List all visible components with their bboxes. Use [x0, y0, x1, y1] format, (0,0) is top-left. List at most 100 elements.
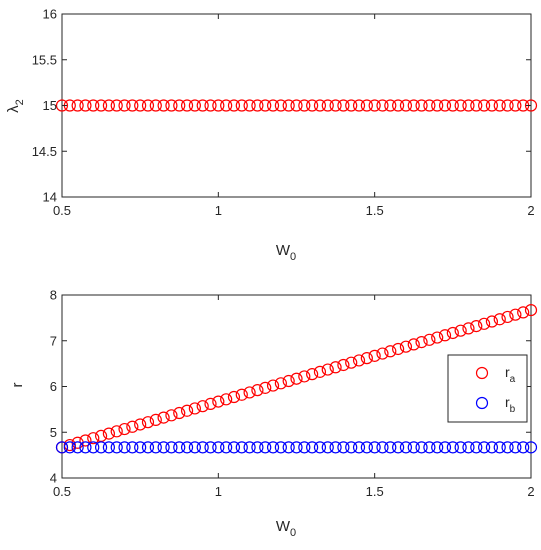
- series-1-point: [392, 441, 405, 454]
- series-0-point: [454, 99, 467, 112]
- y-tick-label: 15.5: [32, 52, 57, 67]
- series-1-point: [87, 441, 100, 454]
- series-1-point: [79, 441, 92, 454]
- series-0-point: [501, 99, 514, 112]
- series-0-point: [259, 381, 272, 394]
- series-1-point: [157, 441, 170, 454]
- series-0-point: [157, 411, 170, 424]
- series-0-point: [360, 352, 373, 365]
- series-0-point: [392, 342, 405, 356]
- y-tick-label: 7: [50, 333, 57, 348]
- series-0-point: [102, 99, 116, 112]
- series-0-point: [290, 99, 303, 112]
- series-1-point: [141, 441, 155, 454]
- series-0-point: [55, 99, 69, 112]
- top-plot-panel: 0.5 1 1.5 2 14 14.5 15 15.5 16 W0 λ2: [5, 7, 538, 263]
- series-0-point: [509, 308, 522, 321]
- series-0-point: [399, 340, 413, 353]
- series-0-point: [173, 406, 186, 420]
- series-1-point: [368, 441, 381, 454]
- series-1-point: [509, 441, 522, 454]
- x-tick-label: 1: [215, 203, 222, 218]
- series-1-point: [399, 441, 413, 454]
- series-0-point: [126, 420, 139, 433]
- series-0-point: [180, 99, 194, 112]
- series-1-point: [415, 441, 428, 454]
- series-0-point: [204, 397, 217, 410]
- y-tick-label: 16: [43, 7, 57, 22]
- series-0-point: [423, 99, 436, 112]
- series-1-point: [94, 441, 108, 454]
- legend: ra rb: [447, 354, 528, 423]
- series-0-point: [368, 349, 381, 362]
- series-0-point: [71, 99, 84, 112]
- series-0-point: [259, 99, 272, 112]
- series-0-point: [134, 418, 147, 431]
- series-0-point: [196, 99, 209, 112]
- series-0-point: [274, 99, 287, 112]
- x-tick-label: 0.5: [53, 484, 71, 499]
- series-0-point: [524, 99, 538, 112]
- legend-label-rb: rb: [505, 394, 516, 415]
- series-1-point: [290, 441, 303, 454]
- series-1-point: [298, 441, 311, 454]
- series-0-point: [282, 99, 295, 112]
- series-0-point: [360, 99, 373, 112]
- series-0-point: [329, 99, 342, 112]
- series-0-point: [180, 404, 194, 417]
- series-0-point: [368, 99, 381, 112]
- series-0-point: [415, 336, 428, 349]
- series-0-point: [462, 322, 475, 335]
- series-0-point: [306, 99, 319, 112]
- series-0-point: [446, 326, 459, 340]
- series-0-point: [102, 427, 116, 440]
- series-1-point: [454, 441, 467, 454]
- series-0-point: [165, 409, 178, 422]
- series-0-point: [266, 99, 280, 112]
- legend-box: [447, 354, 528, 423]
- series-0-point: [243, 386, 256, 399]
- series-1-point: [384, 441, 397, 454]
- top-plot-frame: [61, 13, 532, 198]
- series-0-point: [493, 313, 506, 326]
- series-0-point: [298, 370, 311, 383]
- series-0-point: [407, 338, 420, 351]
- series-0-point: [266, 379, 280, 392]
- series-1-point: [337, 441, 350, 454]
- series-0-point: [87, 432, 100, 445]
- y-tick-label: 14: [43, 190, 57, 205]
- series-1-point: [313, 441, 327, 454]
- series-0-point: [384, 99, 397, 112]
- series-0-point: [212, 99, 225, 112]
- series-0-point: [227, 390, 241, 404]
- legend-marker-ra: [475, 366, 489, 380]
- series-0-point: [118, 99, 131, 112]
- series-0-point: [493, 99, 506, 112]
- y-tick-label: 5: [50, 425, 57, 440]
- series-1-point: [438, 441, 452, 454]
- bottom-y-axis-label: r: [9, 383, 26, 388]
- series-0-point: [321, 99, 334, 112]
- series-0-point: [196, 400, 209, 413]
- series-0-point: [220, 393, 233, 406]
- series-0-point: [313, 365, 327, 378]
- series-1-point: [235, 441, 248, 454]
- bottom-plot-markers: [55, 303, 538, 454]
- series-0-point: [243, 99, 256, 112]
- series-1-point: [149, 441, 162, 454]
- series-1-point: [462, 441, 475, 454]
- series-0-point: [345, 356, 358, 369]
- x-tick-label: 1.5: [366, 203, 384, 218]
- y-tick-label: 8: [50, 288, 57, 303]
- bottom-x-ticks: 0.5 1 1.5 2: [53, 295, 535, 499]
- series-0-point: [384, 345, 397, 358]
- series-0-point: [118, 422, 131, 436]
- series-1-point: [251, 441, 264, 454]
- y-tick-label: 6: [50, 379, 57, 394]
- series-0-point: [157, 99, 170, 112]
- series-0-point: [517, 306, 530, 319]
- series-0-point: [235, 388, 248, 401]
- series-0-point: [376, 347, 389, 360]
- series-0-point: [478, 99, 491, 112]
- top-y-ticks: 14 14.5 15 15.5 16: [32, 7, 531, 205]
